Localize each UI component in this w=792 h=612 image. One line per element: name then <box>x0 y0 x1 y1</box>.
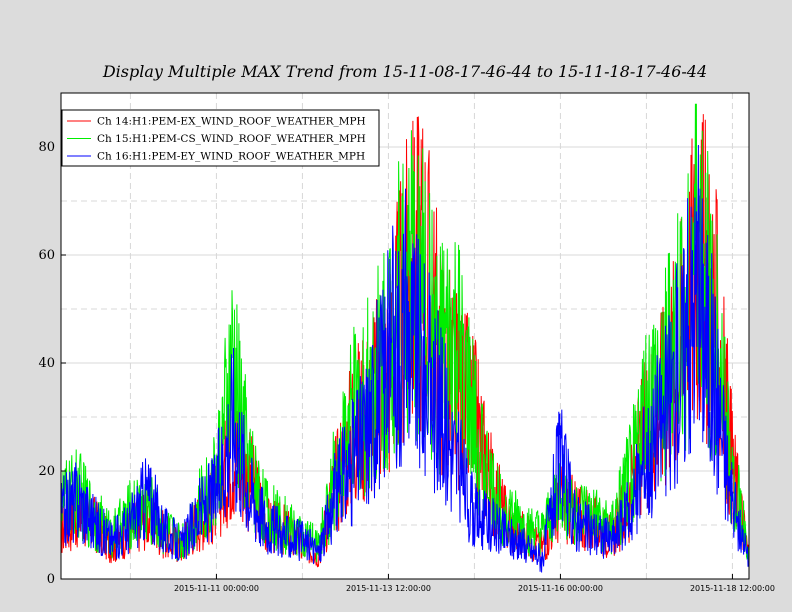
y-tick-label: 20 <box>38 464 55 479</box>
x-axis: 2015-11-11 00:00:00 2015-11-13 12:00:00 20… <box>174 574 775 593</box>
x-tick-label: 2015-11-11 00:00:00 <box>174 584 259 593</box>
legend-entry: Ch 16:H1:PEM-EY_WIND_ROOF_WEATHER_MPH <box>97 151 365 163</box>
y-tick-label: 0 <box>47 572 55 587</box>
legend-entry: Ch 14:H1:PEM-EX_WIND_ROOF_WEATHER_MPH <box>97 116 366 128</box>
series-line-3 <box>60 144 750 573</box>
y-axis: 0 20 40 60 80 <box>38 140 66 587</box>
x-tick-label: 2015-11-18 12:00:00 <box>690 584 775 593</box>
x-tick-label: 2015-11-13 12:00:00 <box>346 584 431 593</box>
y-tick-label: 60 <box>38 248 55 263</box>
legend-entry: Ch 15:H1:PEM-CS_WIND_ROOF_WEATHER_MPH <box>97 133 366 145</box>
x-tick-label: 2015-11-16 00:00:00 <box>518 584 603 593</box>
plot-frame <box>60 92 750 580</box>
legend-box <box>61 109 380 167</box>
y-tick-label: 40 <box>38 356 55 371</box>
y-tick-label: 80 <box>38 140 55 155</box>
legend: Ch 14:H1:PEM-EX_WIND_ROOF_WEATHER_MPH Ch … <box>61 109 380 167</box>
chart-title: Display Multiple MAX Trend from 15-11-08… <box>102 62 707 81</box>
series-layer <box>60 103 750 573</box>
